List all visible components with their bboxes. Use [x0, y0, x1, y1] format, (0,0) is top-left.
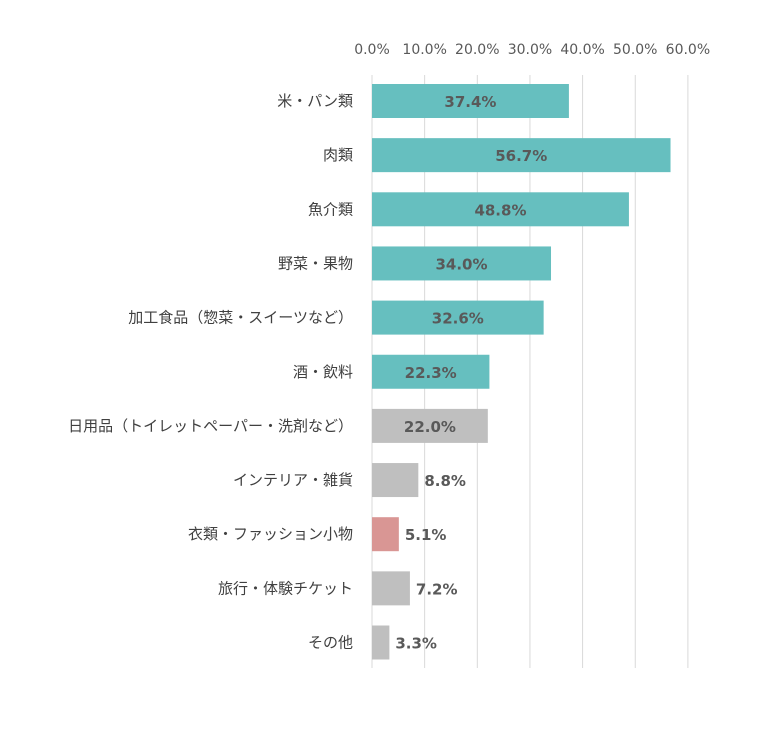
x-tick-label: 60.0%: [666, 42, 710, 58]
data-label: 7.2%: [416, 580, 458, 598]
x-tick-label: 40.0%: [560, 42, 604, 58]
data-label: 3.3%: [395, 635, 437, 653]
category-label: その他: [308, 634, 353, 652]
data-label: 34.0%: [435, 255, 487, 273]
category-label: 旅行・体験チケット: [218, 579, 353, 597]
category-label: 加工食品（惣菜・スイーツなど）: [128, 309, 353, 327]
category-label: 魚介類: [308, 200, 353, 218]
data-label: 32.6%: [432, 310, 484, 328]
data-label: 22.3%: [405, 364, 457, 382]
bar: [372, 571, 410, 606]
x-tick-label: 10.0%: [402, 42, 446, 58]
data-label: 22.0%: [404, 418, 456, 436]
data-label: 56.7%: [495, 147, 547, 165]
x-tick-label: 0.0%: [354, 42, 390, 58]
data-label: 48.8%: [474, 201, 526, 219]
category-label: 肉類: [323, 146, 353, 164]
data-labels: 37.4% 56.7% 48.8% 34.0% 32.6% 22.3% 22.0% 8.8% 5…: [395, 93, 547, 653]
bar: [372, 354, 490, 389]
x-tick-label: 20.0%: [455, 42, 499, 58]
bar: [372, 625, 390, 660]
category-label: 衣類・ファッション小物: [188, 525, 353, 543]
bar: [372, 300, 544, 335]
data-label: 8.8%: [424, 472, 466, 490]
bar: [372, 246, 552, 281]
bar: [372, 517, 399, 552]
category-label: 日用品（トイレットペーパー・洗剤など）: [68, 417, 353, 435]
bar: [372, 463, 419, 498]
bar: [372, 138, 671, 173]
x-tick-label: 30.0%: [508, 42, 552, 58]
bar: [372, 84, 569, 118]
bar: [372, 408, 488, 443]
bar: [372, 192, 629, 227]
category-label: 野菜・果物: [278, 254, 353, 272]
data-label: 5.1%: [405, 526, 447, 544]
bars: [372, 84, 671, 660]
category-label: インテリア・雑貨: [233, 471, 353, 489]
x-axis-ticks: 0.0% 10.0% 20.0% 30.0% 40.0% 50.0% 60.0%: [354, 42, 710, 58]
data-label: 37.4%: [444, 93, 496, 111]
x-tick-label: 50.0%: [613, 42, 657, 58]
category-label: 米・パン類: [277, 92, 353, 110]
category-label: 酒・飲料: [293, 363, 353, 381]
